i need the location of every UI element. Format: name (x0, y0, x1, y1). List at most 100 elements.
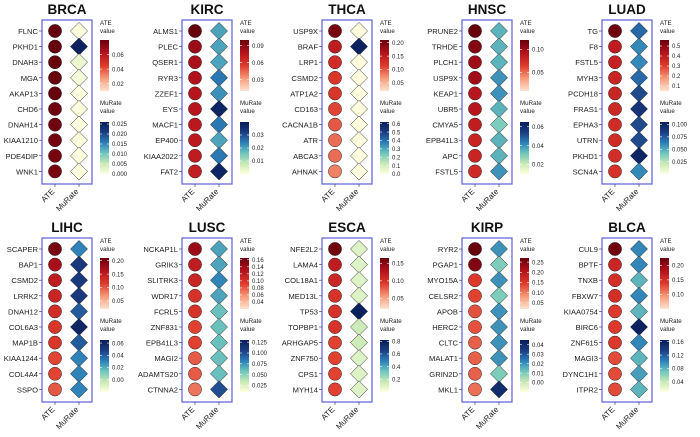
ate-circle (468, 86, 482, 101)
murate-diamond (210, 255, 228, 274)
panel-frame (461, 19, 513, 185)
gene-label: UTRN (577, 136, 598, 145)
legend-title: MuRate (660, 100, 682, 107)
murate-diamond (210, 53, 228, 72)
legend-tick-label: 0.125 (252, 340, 268, 346)
legend-tick-label: 0.000 (112, 172, 128, 178)
ate-circle (468, 148, 482, 163)
legend-tick-label: 0.015 (112, 142, 128, 148)
ate-circle (608, 257, 622, 272)
murate-diamond (490, 255, 508, 274)
legend-title: ATE (380, 238, 392, 245)
gene-label: EPB41L3 (426, 136, 458, 145)
gene-label: FSTL5 (435, 167, 458, 176)
ate-circle (188, 55, 202, 70)
ate-circle (328, 102, 342, 116)
x-tick-label: MuRate (334, 187, 361, 214)
x-tick-label: ATE (599, 187, 616, 204)
murate-diamond (210, 68, 228, 87)
gene-label: ARHGAP5 (282, 339, 318, 348)
gene-label: CELSR2 (428, 292, 458, 301)
murate-diamond (350, 302, 368, 321)
legend-colorbar (660, 40, 669, 91)
legend-tick-label: 0.20 (672, 263, 684, 269)
legend-tick-label: 0.04 (532, 343, 544, 349)
panel-frame (41, 19, 93, 185)
murate-diamond (350, 349, 368, 368)
legend-tick-label: 0.2 (392, 155, 401, 161)
legend-tick-label: 0.02 (532, 163, 544, 169)
gene-label: MAP1B (12, 339, 38, 348)
legend-colorbar (660, 122, 669, 174)
gene-label: GRIN2D (429, 370, 458, 379)
ate-circle (328, 257, 342, 272)
gene-label: PCDH18 (568, 89, 598, 98)
legend-tick-label: 0.0 (392, 172, 401, 178)
gene-label: USP9X (293, 27, 318, 36)
ate-circle (608, 288, 622, 303)
legend-tick-label: 0.4 (392, 139, 401, 145)
gene-label: PRUNE2 (427, 27, 458, 36)
legend-tick-label: 0.04 (252, 300, 264, 306)
x-tick-label: ATE (39, 405, 56, 422)
legend-title: value (660, 28, 675, 35)
murate-diamond (350, 115, 368, 134)
panel-lihc: LIHC SCAPER BAP1 CSMD2 LRRK2 DNAH12 COL6A3 MAP1… (4, 220, 125, 431)
legend-title: value (520, 28, 535, 35)
legend-title: value (660, 108, 675, 115)
ate-circle (188, 148, 202, 163)
murate-diamond (70, 37, 88, 56)
gene-label: DNAH3 (12, 58, 38, 67)
murate-diamond (210, 333, 228, 352)
ate-circle (328, 273, 342, 288)
x-tick-label: MuRate (194, 187, 221, 214)
panel-title: KIRC (191, 2, 224, 17)
legend-tick-label: 0.075 (252, 362, 268, 368)
murate-diamond (630, 131, 648, 150)
murate-diamond (490, 84, 508, 103)
legend-colorbar (100, 40, 109, 91)
legend-tick-label: 0.02 (532, 362, 544, 368)
ate-circle (328, 24, 342, 38)
ate-circle (468, 70, 482, 85)
murate-diamond (350, 146, 368, 165)
x-tick-label: ATE (319, 187, 336, 204)
gene-label: MAGI3 (574, 354, 598, 363)
murate-diamond (350, 68, 368, 87)
gene-label: AHNAK (292, 167, 318, 176)
murate-diamond (70, 131, 88, 150)
ate-circle (48, 320, 62, 334)
legend-title: MuRate (520, 318, 542, 325)
murate-diamond (630, 146, 648, 165)
gene-label: ATR (303, 136, 318, 145)
ate-circle (328, 86, 342, 101)
gene-label: BIRC6 (576, 323, 598, 332)
legend-tick-label: 0.16 (252, 258, 264, 264)
ate-circle (328, 55, 342, 70)
legend-title: ATE (520, 238, 532, 245)
murate-diamond (350, 364, 368, 383)
legend-colorbar (100, 340, 109, 392)
murate-diamond (490, 364, 508, 383)
ate-circle (608, 133, 622, 148)
murate-diamond (630, 286, 648, 305)
x-tick-label: MuRate (614, 405, 641, 432)
legend-tick-label: 0.020 (112, 132, 128, 138)
gene-label: WDR17 (151, 292, 178, 301)
murate-diamond (350, 380, 368, 399)
murate-diamond (350, 318, 368, 336)
legend-title: ATE (660, 238, 672, 245)
gene-label: RYR2 (438, 245, 458, 254)
gene-label: DNAH14 (8, 121, 38, 130)
gene-label: LRRK2 (14, 292, 38, 301)
murate-diamond (490, 240, 508, 258)
ate-circle (188, 257, 202, 272)
gene-label: UBR5 (438, 105, 458, 114)
legend-title: MuRate (380, 100, 402, 107)
ate-circle (188, 335, 202, 350)
